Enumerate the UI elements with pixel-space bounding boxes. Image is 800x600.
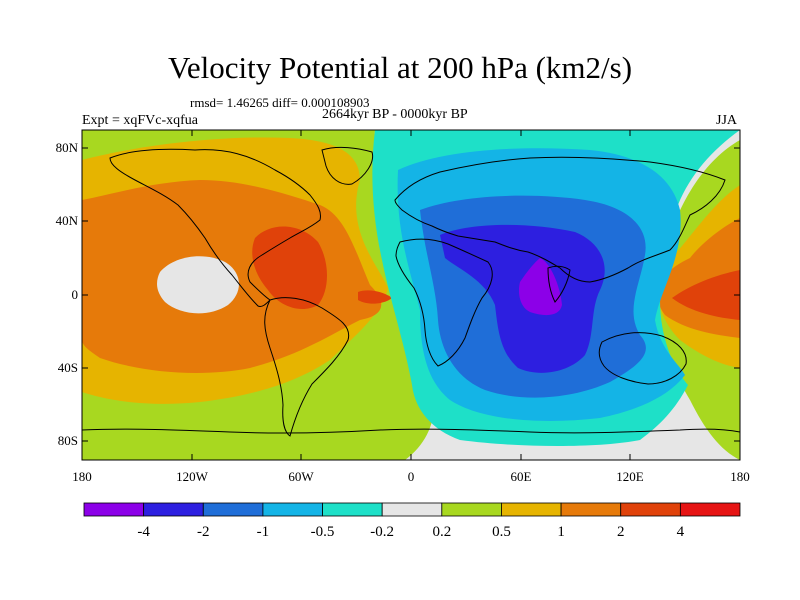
x-tick-label: 120E [616,469,644,484]
y-tick-label: 0 [72,287,79,302]
axis-ticks: 80N 40N 0 40S 80S 180 120W 60W 0 60E 120E 180 [56,130,750,484]
colorbar-label: 2 [617,524,625,540]
colorbar-swatch [441,502,502,517]
coastlines [82,146,740,437]
colorbar-label: -4 [137,524,150,540]
colorbar: -4 -2 -1 -0.5 -0.2 0.2 0.5 1 2 4 [83,502,741,540]
x-tick-label: 60W [288,469,314,484]
x-tick-label: 120W [176,469,209,484]
colorbar-label: -0.2 [370,524,394,540]
coast-africa [395,238,493,367]
coast-north-america [109,148,321,307]
coast-south-america [264,297,350,437]
colorbar-label: 0.5 [492,524,511,540]
coast-antarctica [82,428,740,434]
period-text: 2664kyr BP - 0000kyr BP [322,107,468,122]
field-negative-4 [519,258,562,316]
colorbar-swatch [560,502,622,517]
coast-india [547,265,571,303]
stats-text: rmsd= 1.46265 diff= 0.000108903 [190,95,370,110]
experiment-label: Expt = xqFVc-xqfua [82,113,198,128]
colorbar-swatch [620,502,681,517]
colorbar-swatch [83,502,145,517]
coast-greenland [321,146,374,185]
field-light-center [157,256,239,314]
x-tick-label: 0 [408,469,415,484]
coast-australia [598,332,687,385]
colorbar-label: -0.5 [311,524,335,540]
coast-eurasia [394,156,726,283]
colorbar-label: -2 [197,524,210,540]
x-tick-label: 60E [511,469,532,484]
colorbar-swatch [381,502,443,517]
colorbar-swatch [202,502,264,517]
x-tick-label: 180 [730,469,750,484]
colorbar-label: 1 [557,524,565,540]
colorbar-swatch [322,502,383,517]
y-tick-label: 40S [58,360,78,375]
x-tick-label: 180 [72,469,92,484]
y-tick-label: 40N [56,213,79,228]
y-tick-label: 80N [56,140,79,155]
field-positive-4 [252,226,327,310]
colorbar-swatch [262,502,323,517]
colorbar-swatch [679,502,741,517]
field-positive-4b [358,290,392,304]
colorbar-label: -1 [257,524,270,540]
colorbar-swatch [143,502,204,517]
colorbar-label: 4 [677,524,685,540]
colorbar-swatch [501,502,562,517]
colorbar-label: 0.2 [432,524,451,540]
season-label: JJA [716,113,738,128]
y-tick-label: 80S [58,433,78,448]
chart-title: Velocity Potential at 200 hPa (km2/s) [167,50,633,85]
field-positive-east-4 [672,270,740,320]
map-field [82,130,740,460]
